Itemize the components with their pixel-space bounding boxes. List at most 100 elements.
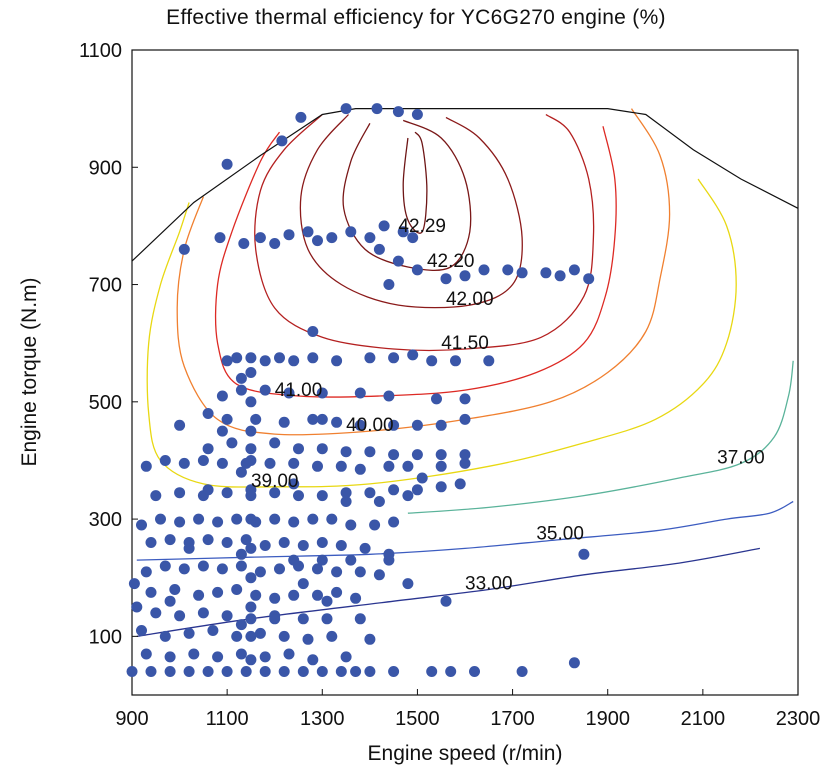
torque-boundary bbox=[131, 107, 799, 262]
data-point bbox=[302, 633, 314, 645]
data-point bbox=[214, 232, 226, 244]
data-point bbox=[150, 490, 162, 502]
data-point bbox=[269, 487, 281, 499]
data-point bbox=[364, 352, 376, 364]
contour-line-35.00 bbox=[136, 500, 794, 561]
x-tick-label: 2300 bbox=[776, 708, 821, 730]
data-point bbox=[245, 613, 257, 625]
data-point bbox=[392, 255, 404, 267]
data-point bbox=[188, 648, 200, 660]
data-point bbox=[235, 560, 247, 572]
data-point bbox=[159, 455, 171, 466]
data-point bbox=[231, 630, 243, 642]
data-point bbox=[183, 542, 195, 554]
data-point bbox=[312, 235, 323, 247]
data-point bbox=[216, 425, 228, 437]
data-point bbox=[136, 625, 147, 636]
data-point bbox=[283, 387, 295, 399]
data-point bbox=[407, 349, 419, 361]
data-point bbox=[140, 566, 152, 578]
data-point bbox=[140, 648, 152, 660]
data-point bbox=[502, 264, 514, 276]
data-point bbox=[426, 355, 438, 367]
y-axis-ticks: 100 300 500 700 900 1100 bbox=[79, 40, 138, 648]
data-point bbox=[245, 630, 257, 642]
data-point bbox=[245, 601, 257, 613]
x-tick-label: 2100 bbox=[681, 708, 726, 730]
plot-frame bbox=[131, 49, 799, 696]
data-point bbox=[411, 449, 423, 461]
data-point bbox=[307, 654, 319, 666]
x-axis-ticks: 900 1100 1300 1500 1700 1900 2100 2300 bbox=[115, 689, 820, 730]
data-point bbox=[435, 460, 447, 472]
contour-line-42.29 bbox=[402, 131, 428, 234]
x-tick-label: 1900 bbox=[585, 708, 630, 730]
contour-label-42.20: 42.20 bbox=[427, 251, 475, 272]
data-point bbox=[278, 666, 290, 677]
data-point bbox=[411, 419, 423, 431]
contour-line-41.50 bbox=[254, 113, 595, 352]
data-point bbox=[312, 563, 323, 575]
data-point bbox=[354, 419, 366, 431]
data-point bbox=[402, 490, 414, 502]
data-point bbox=[459, 413, 471, 425]
data-point bbox=[293, 490, 304, 502]
data-point bbox=[373, 569, 385, 581]
data-point bbox=[145, 586, 157, 598]
data-point bbox=[245, 352, 257, 364]
data-point bbox=[293, 443, 304, 455]
data-point bbox=[402, 460, 414, 472]
data-point bbox=[297, 540, 309, 551]
data-point bbox=[331, 355, 343, 367]
data-point bbox=[155, 513, 166, 525]
data-point bbox=[288, 554, 300, 566]
data-point bbox=[326, 513, 338, 525]
data-point bbox=[164, 595, 176, 607]
data-point bbox=[174, 516, 186, 528]
data-point bbox=[440, 595, 452, 607]
data-point bbox=[178, 243, 190, 255]
data-point bbox=[278, 537, 290, 548]
data-point bbox=[264, 457, 276, 469]
data-point bbox=[231, 352, 243, 364]
data-point bbox=[469, 666, 480, 677]
data-point bbox=[140, 460, 152, 472]
data-point bbox=[326, 630, 338, 642]
data-point bbox=[411, 484, 423, 496]
data-point bbox=[145, 537, 157, 548]
data-point bbox=[245, 542, 257, 554]
data-point bbox=[183, 666, 195, 677]
data-point bbox=[245, 443, 257, 455]
data-point bbox=[354, 566, 366, 578]
data-point bbox=[178, 457, 190, 469]
y-axis-title: Engine torque (N.m) bbox=[18, 277, 41, 466]
data-point bbox=[254, 566, 266, 578]
data-point bbox=[150, 607, 162, 619]
data-point bbox=[245, 572, 257, 584]
contour-line-42.00 bbox=[299, 114, 523, 309]
data-point bbox=[128, 578, 140, 590]
data-point bbox=[250, 413, 262, 425]
data-point bbox=[169, 584, 181, 595]
data-point bbox=[307, 352, 319, 364]
data-point bbox=[359, 542, 371, 554]
data-point bbox=[578, 548, 590, 560]
contour-label-42.29: 42.29 bbox=[398, 216, 446, 237]
contour-label-35.00: 35.00 bbox=[536, 524, 584, 545]
data-point bbox=[371, 103, 383, 115]
data-point bbox=[345, 226, 357, 238]
data-point bbox=[316, 666, 328, 677]
data-point bbox=[307, 513, 319, 525]
data-point bbox=[259, 666, 271, 677]
data-point bbox=[297, 666, 309, 677]
contour-labels: 33.00 35.00 37.00 39.00 40.00 41.00 41.50 42.00… bbox=[251, 216, 765, 595]
data-point bbox=[364, 666, 376, 677]
data-point bbox=[274, 352, 285, 364]
contour-label-33.00: 33.00 bbox=[465, 573, 513, 594]
data-point bbox=[316, 387, 328, 399]
data-point bbox=[212, 651, 224, 663]
contour-label-39.00: 39.00 bbox=[251, 471, 299, 492]
data-point bbox=[583, 273, 595, 285]
data-point bbox=[221, 355, 233, 367]
